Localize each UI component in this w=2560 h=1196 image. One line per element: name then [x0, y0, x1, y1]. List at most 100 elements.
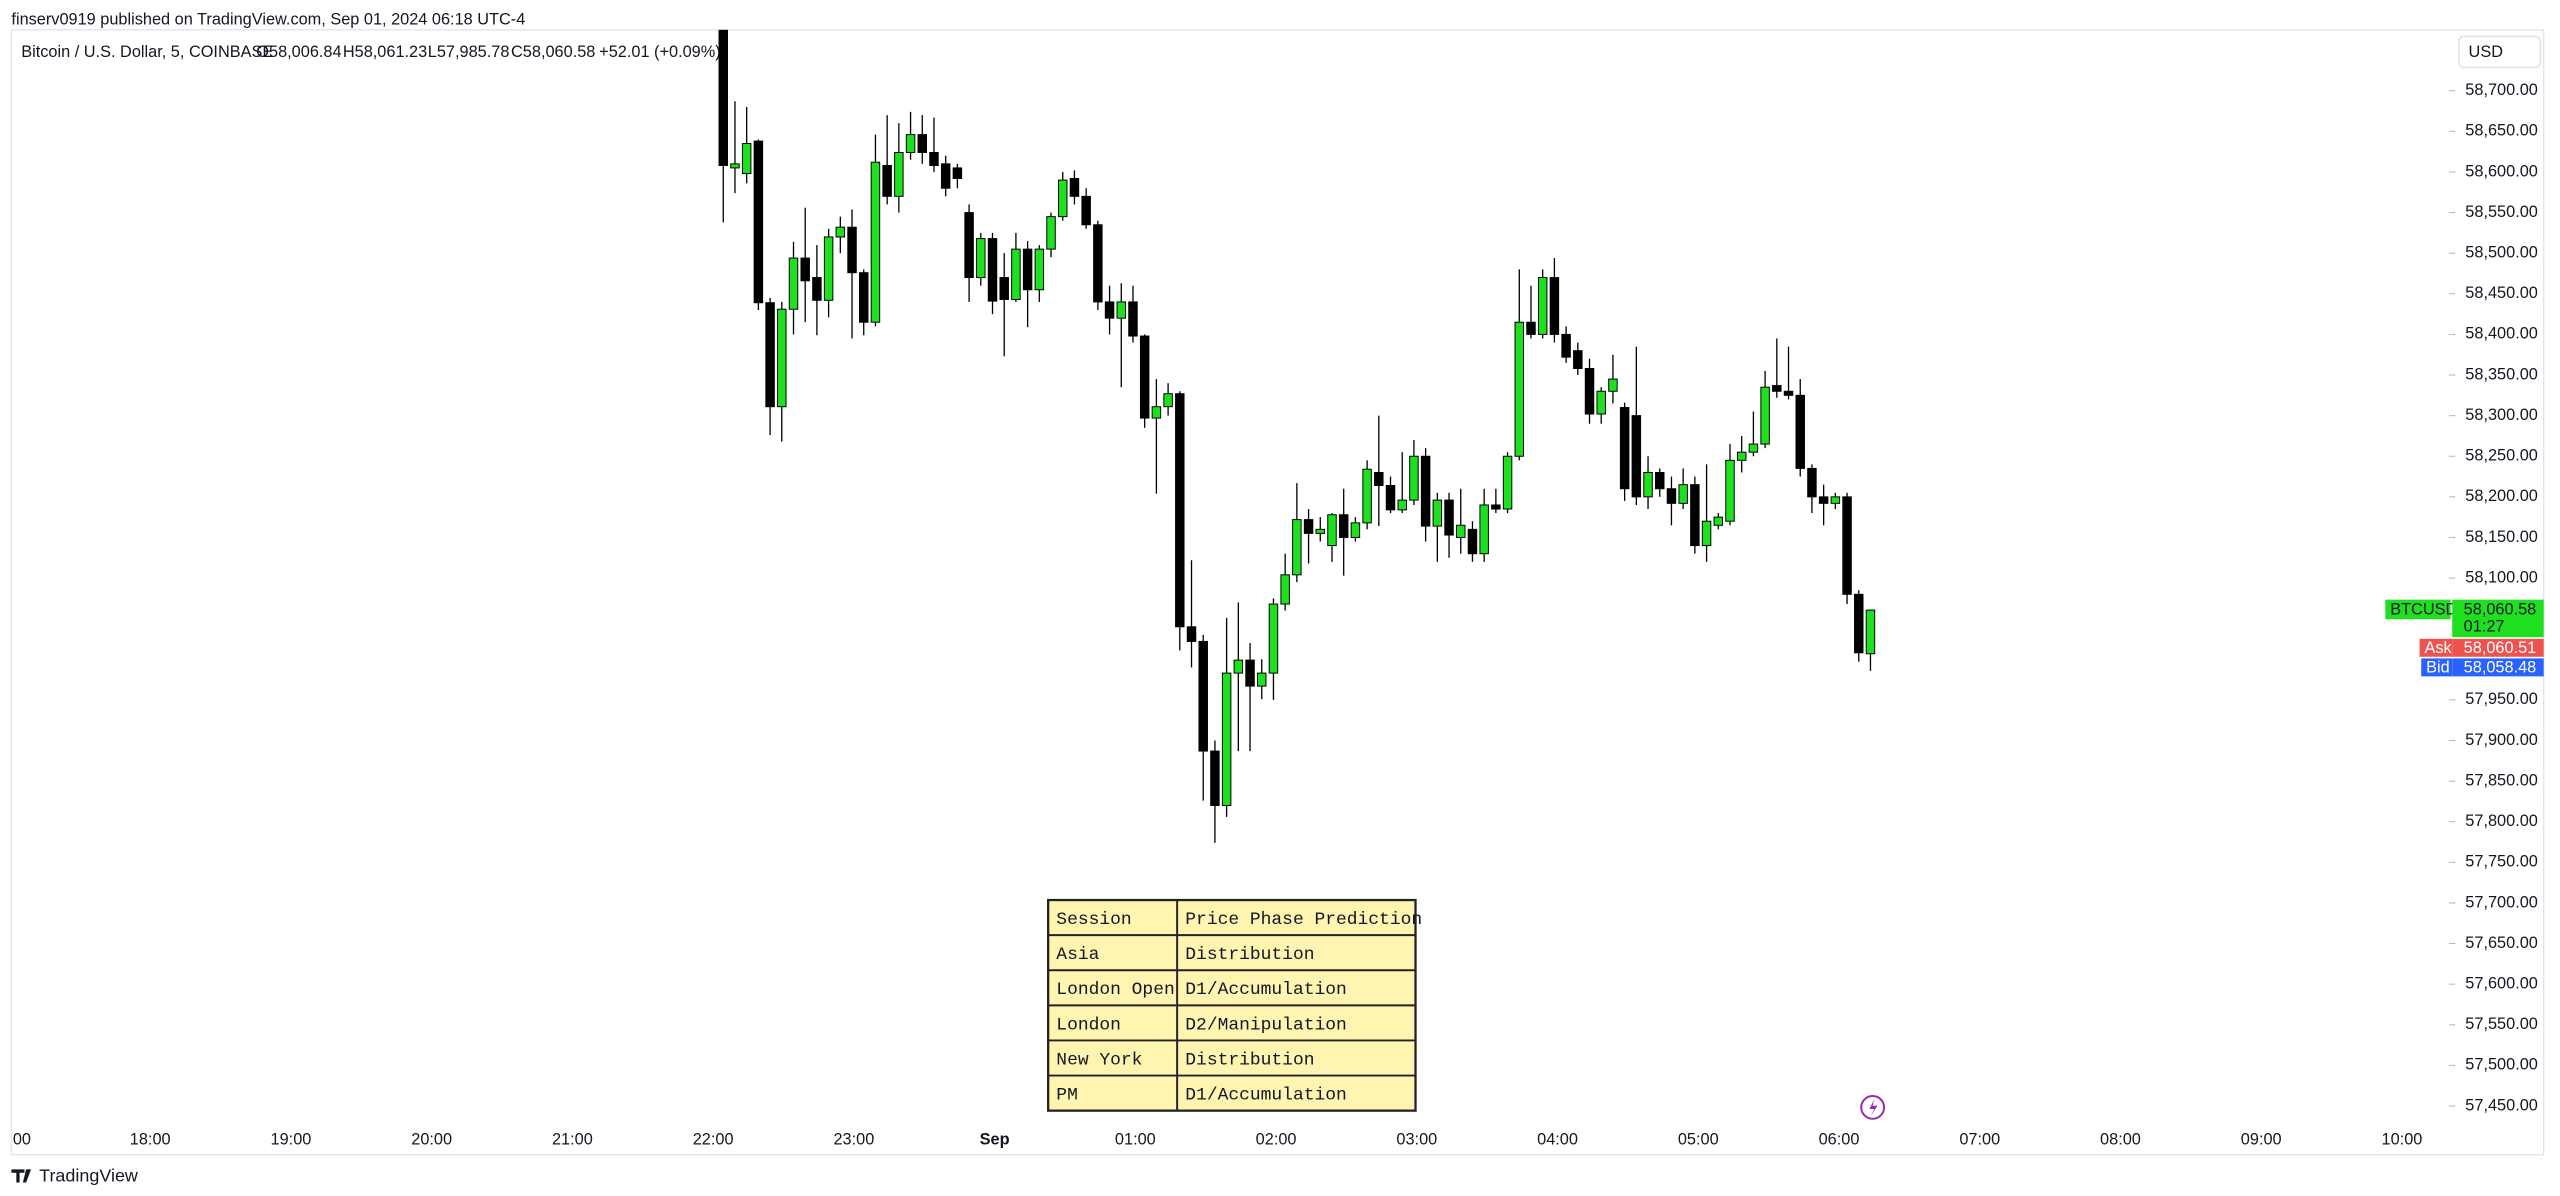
candle-body	[859, 272, 869, 323]
candle-body	[765, 302, 775, 408]
candle-body	[847, 226, 857, 274]
candle-body	[1268, 603, 1279, 674]
candle-body	[1233, 659, 1244, 674]
candle-body	[1221, 672, 1232, 806]
candle-body	[1022, 248, 1033, 291]
candle-body	[1163, 393, 1173, 408]
candle-body	[1584, 368, 1595, 415]
candle-body	[1210, 750, 1220, 806]
candle-body	[905, 134, 916, 153]
candle-body	[987, 238, 998, 302]
candle-body	[1748, 443, 1759, 453]
chart-frame	[10, 29, 2545, 1156]
candle-body	[1362, 468, 1372, 524]
candle-body	[753, 140, 764, 304]
candle-body	[1175, 393, 1185, 628]
candle-body	[1526, 321, 1536, 335]
currency[interactable]: USD	[2469, 43, 2503, 61]
candle-body	[964, 212, 974, 279]
table-cell: New York	[1056, 1050, 1142, 1070]
y-tick-label: 58,300.00	[2465, 406, 2538, 424]
candle-body	[1409, 455, 1419, 501]
candle-body	[1631, 415, 1642, 498]
x-tick-label: 02:00	[1256, 1130, 1297, 1148]
candle-body	[777, 308, 787, 408]
y-tick-label: 58,450.00	[2465, 284, 2538, 302]
currency-button[interactable]	[2457, 35, 2542, 69]
candle-body	[1456, 524, 1466, 538]
candle-body	[1069, 177, 1080, 197]
candle-body	[1502, 455, 1513, 510]
candle-body	[1596, 390, 1606, 415]
symbol: Bitcoin / U.S. Dollar, 5, COINBASE	[21, 43, 273, 61]
table-cell: Distribution	[1185, 1050, 1314, 1070]
symbol-tag-text: BTCUSD	[2390, 601, 2457, 619]
candle-body	[1327, 514, 1337, 547]
candle-body	[1338, 514, 1349, 538]
candle-body	[1690, 484, 1700, 547]
candle-body	[1186, 626, 1197, 642]
y-tick-label: 57,750.00	[2465, 853, 2538, 871]
x-tick-label: 19:00	[271, 1130, 312, 1148]
close: C58,060.58	[511, 43, 595, 61]
candle-body	[1420, 455, 1431, 527]
candle-body	[730, 163, 740, 169]
y-tick-label: 58,600.00	[2465, 162, 2538, 180]
brand: TradingView	[39, 1166, 138, 1186]
candle-body	[1128, 301, 1138, 337]
x-tick-label: 06:00	[1819, 1130, 1860, 1148]
y-tick-label: 58,500.00	[2465, 244, 2538, 262]
candle-body	[800, 257, 810, 282]
candle-body	[1537, 277, 1548, 335]
candle-body	[1818, 496, 1829, 504]
candle-body	[1350, 522, 1361, 538]
candle-body	[1772, 385, 1782, 392]
table-cell: Price Phase Prediction	[1185, 910, 1422, 930]
candle-body	[1807, 467, 1817, 498]
y-tick-label: 58,350.00	[2465, 365, 2538, 383]
y-tick-label: 57,850.00	[2465, 771, 2538, 789]
candle-body	[894, 151, 904, 197]
table-cell: Distribution	[1185, 945, 1314, 965]
candle-body	[1725, 459, 1735, 522]
candle-body	[1444, 499, 1454, 536]
x-tick-label: 09:00	[2241, 1130, 2282, 1148]
candle-body	[1549, 277, 1560, 335]
candle-body	[1666, 488, 1677, 504]
bid-tag	[2421, 658, 2453, 677]
candle-body	[812, 277, 822, 301]
candle-body	[1385, 484, 1396, 511]
candle-body	[1374, 471, 1384, 486]
brand-logo	[11, 1169, 32, 1183]
bid-price-tag	[2452, 658, 2544, 677]
table-cell: D1/Accumulation	[1185, 980, 1346, 1000]
candle-body	[1608, 378, 1618, 392]
x-tick-label: 03:00	[1396, 1130, 1437, 1148]
candle-body	[976, 238, 986, 279]
candle-body	[1104, 301, 1115, 319]
candle-body	[1139, 335, 1150, 419]
y-tick-label: 57,950.00	[2465, 690, 2538, 708]
table-cell: PM	[1056, 1085, 1078, 1105]
candle-body	[1034, 248, 1045, 291]
x-tick-label: 23:00	[833, 1130, 874, 1148]
y-tick-label: 57,500.00	[2465, 1056, 2538, 1074]
candle-body	[870, 161, 881, 323]
y-tick-label: 58,550.00	[2465, 203, 2538, 221]
bid-price: 58,058.48	[2464, 659, 2537, 677]
table-cell: London Open	[1056, 980, 1174, 1000]
candle-body	[1491, 504, 1501, 510]
y-tick-label: 58,250.00	[2465, 447, 2538, 465]
x-tick-label: 21:00	[552, 1130, 593, 1148]
table-cell: D2/Manipulation	[1185, 1015, 1346, 1035]
x-tick-label: 22:00	[693, 1130, 734, 1148]
candle-body	[1479, 504, 1489, 555]
y-tick-label: 57,700.00	[2465, 893, 2538, 911]
y-tick-label: 58,200.00	[2465, 487, 2538, 505]
low: L57,985.78	[428, 43, 510, 61]
x-tick-label: 07:00	[1959, 1130, 2000, 1148]
open: O58,006.84	[256, 43, 341, 61]
y-tick-label: 58,700.00	[2465, 81, 2538, 99]
y-tick-label: 58,650.00	[2465, 122, 2538, 140]
